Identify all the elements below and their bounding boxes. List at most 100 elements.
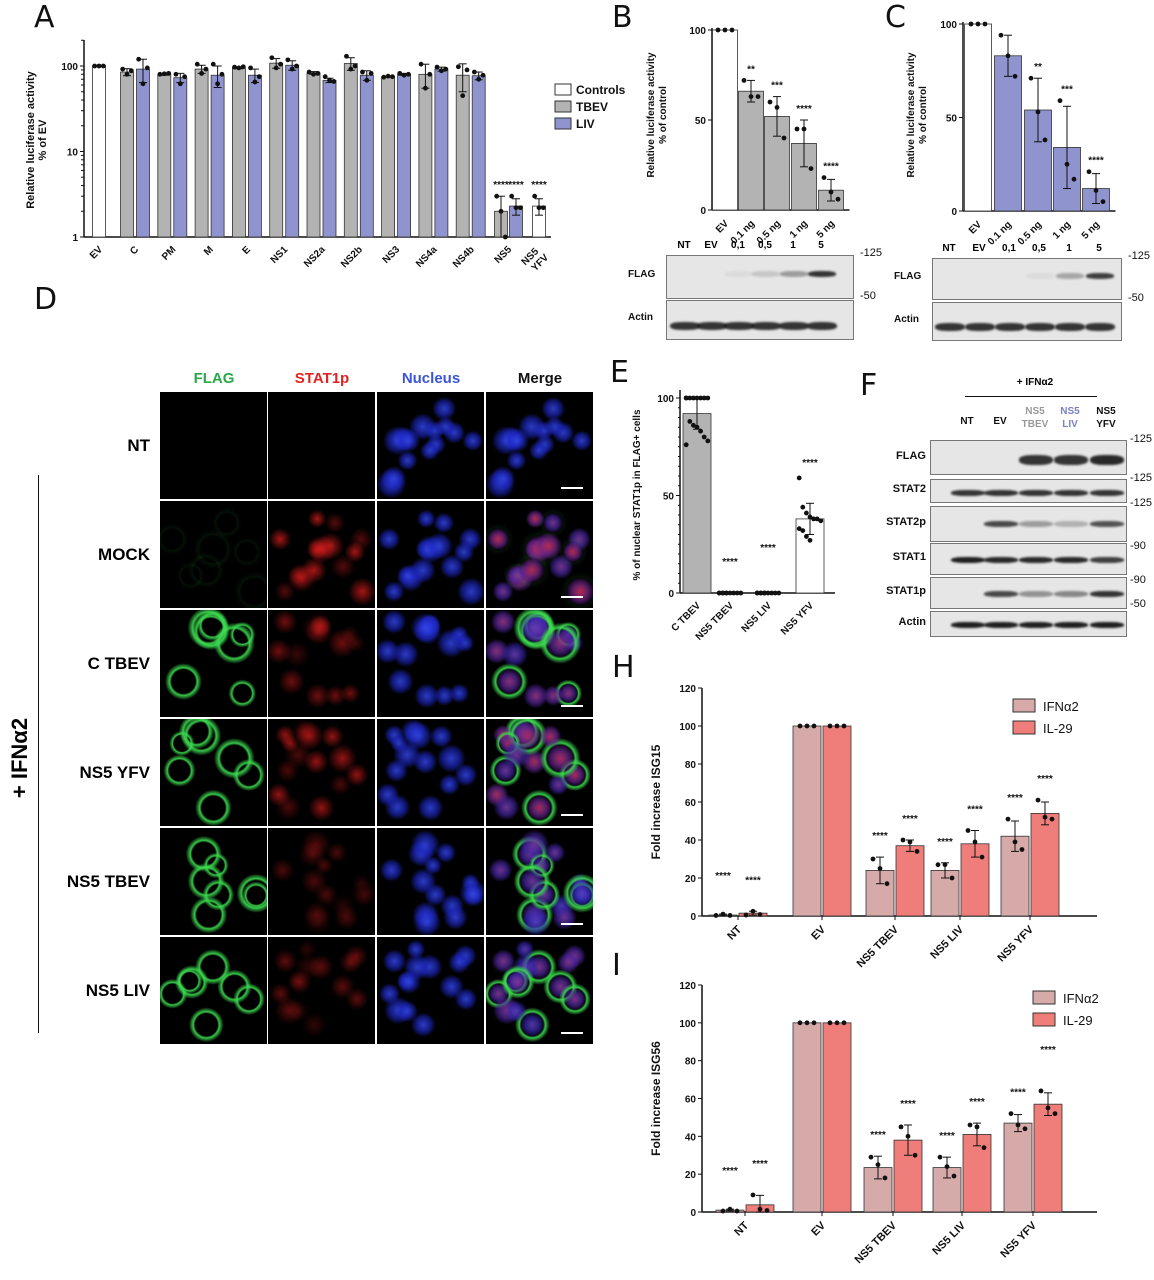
mw-marker: -125 (1130, 433, 1153, 445)
y-axis-label: Relative luciferase activity (25, 70, 37, 208)
row-label: Actin (898, 616, 927, 628)
lane-label: 0,5 (1032, 243, 1046, 254)
blot-band (935, 323, 965, 332)
e-data-point (701, 395, 707, 401)
g4-0-data-point (877, 866, 883, 871)
row-label: Actin (894, 313, 919, 325)
row-label: FLAG (894, 271, 922, 282)
a-tbev-data-point (124, 71, 130, 77)
e-data-point (804, 510, 809, 516)
blot-band (965, 323, 995, 332)
lane-label-line: EV (993, 416, 1007, 427)
blot-band (724, 321, 754, 330)
bar-2-2-data-point (1042, 137, 1048, 143)
micrograph-stat1p (268, 828, 375, 935)
row-label: STAT1 (892, 551, 926, 563)
a-controls-data-point (92, 63, 98, 69)
g4-0-data-point (797, 723, 803, 729)
e-significance: **** (760, 543, 776, 554)
e-data-point (691, 395, 696, 401)
micrograph-nucleus (377, 501, 484, 608)
a-liv-data-point (210, 61, 216, 67)
blot-band (1090, 521, 1124, 528)
y-tick-label: 120 (679, 981, 696, 992)
significance: **** (872, 831, 888, 842)
x-tick-label: EV (809, 923, 828, 942)
a-liv-data-point (289, 66, 295, 72)
bar-2-0-data-point (975, 21, 981, 27)
a-liv-data-point (173, 71, 179, 77)
e-significance: **** (802, 458, 818, 469)
blot-stat2 (930, 479, 1127, 503)
lane-label: NS5 YFV (1086, 405, 1126, 431)
blot-band (995, 323, 1025, 332)
bar-2-0-bar (964, 23, 992, 212)
blot-band (1090, 455, 1124, 465)
lane-label-line: TBEV (1021, 419, 1049, 430)
g5-1-data-point (1045, 1105, 1051, 1111)
g4-0-data-point (884, 881, 890, 887)
x-tick-label: PM (160, 244, 178, 262)
bar-2-2-data-point (1028, 75, 1034, 81)
g4-1-bar (895, 845, 925, 917)
y-axis-label: % of control (918, 86, 929, 144)
g5-0-data-point (1022, 1126, 1028, 1132)
lane-label: 0,1 (1002, 243, 1016, 254)
a-tbev-data-point (344, 53, 349, 59)
a-tbev-data-point (240, 64, 246, 70)
y-tick-label: 20 (685, 874, 697, 885)
a-liv-data-point (406, 71, 411, 77)
micrograph-flag (160, 719, 267, 826)
blot-band (1090, 590, 1124, 597)
a-tbev-bar (343, 63, 358, 238)
blot-flag (932, 258, 1122, 300)
blot-band (780, 270, 808, 277)
e-data-point (796, 526, 802, 532)
channel-header: Merge (517, 370, 563, 387)
g4-0-data-point (949, 875, 955, 881)
panel-label-i: I (612, 948, 621, 983)
a-tbev-data-point (460, 93, 466, 99)
micrograph-flag (160, 501, 267, 608)
blot-band (1019, 455, 1053, 465)
g4-1-data-point (1042, 814, 1048, 820)
e-data-point (705, 395, 711, 401)
a-liv-data-point (439, 68, 444, 74)
a-liv-data-point (397, 70, 403, 76)
blot-actin (930, 611, 1127, 637)
y-tick-label: 1 (72, 233, 78, 244)
bar-1-3-data-point (794, 126, 800, 132)
micrograph-merge (486, 719, 593, 826)
x-tick-label: C TBEV (669, 600, 703, 634)
g4-0-data-point (727, 913, 733, 918)
g5-0-data-point (951, 1173, 957, 1179)
x-tick-label: 1 ng (1051, 219, 1073, 241)
y-tick-label: 60 (685, 1095, 697, 1106)
a-controls-data-point (96, 63, 102, 69)
blot-band (1026, 273, 1054, 279)
x-tick-label: EV (809, 1219, 828, 1238)
a-liv-data-point (443, 66, 449, 72)
e-data-point (724, 590, 729, 596)
bar-1-1-data-point (748, 94, 754, 99)
micrograph-merge (486, 392, 593, 499)
bar-2-4-data-point (1086, 169, 1092, 175)
blot-band (1085, 323, 1115, 332)
g4-1-bar (1030, 813, 1060, 917)
g5-1-bar (1033, 1103, 1063, 1213)
g4-0-data-point (1019, 847, 1025, 852)
a-tbev-bar (269, 62, 284, 238)
e-data-point (769, 590, 774, 596)
blot-band (1054, 556, 1088, 563)
blot-band (984, 556, 1018, 563)
bar-1-2-data-point (767, 99, 773, 105)
bar-2-4-data-point (1093, 188, 1099, 193)
e-data-point (701, 434, 707, 440)
g4-1-data-point (841, 723, 847, 729)
g5-0-data-point (882, 1175, 888, 1181)
g5-1-data-point (898, 1124, 904, 1130)
y-axis-label: Relative luciferase activity (646, 52, 657, 178)
legend-label: IFNα2 (1043, 699, 1079, 714)
g4-0-data-point (1005, 816, 1011, 822)
x-tick-label: NS5 YFV (995, 923, 1036, 964)
